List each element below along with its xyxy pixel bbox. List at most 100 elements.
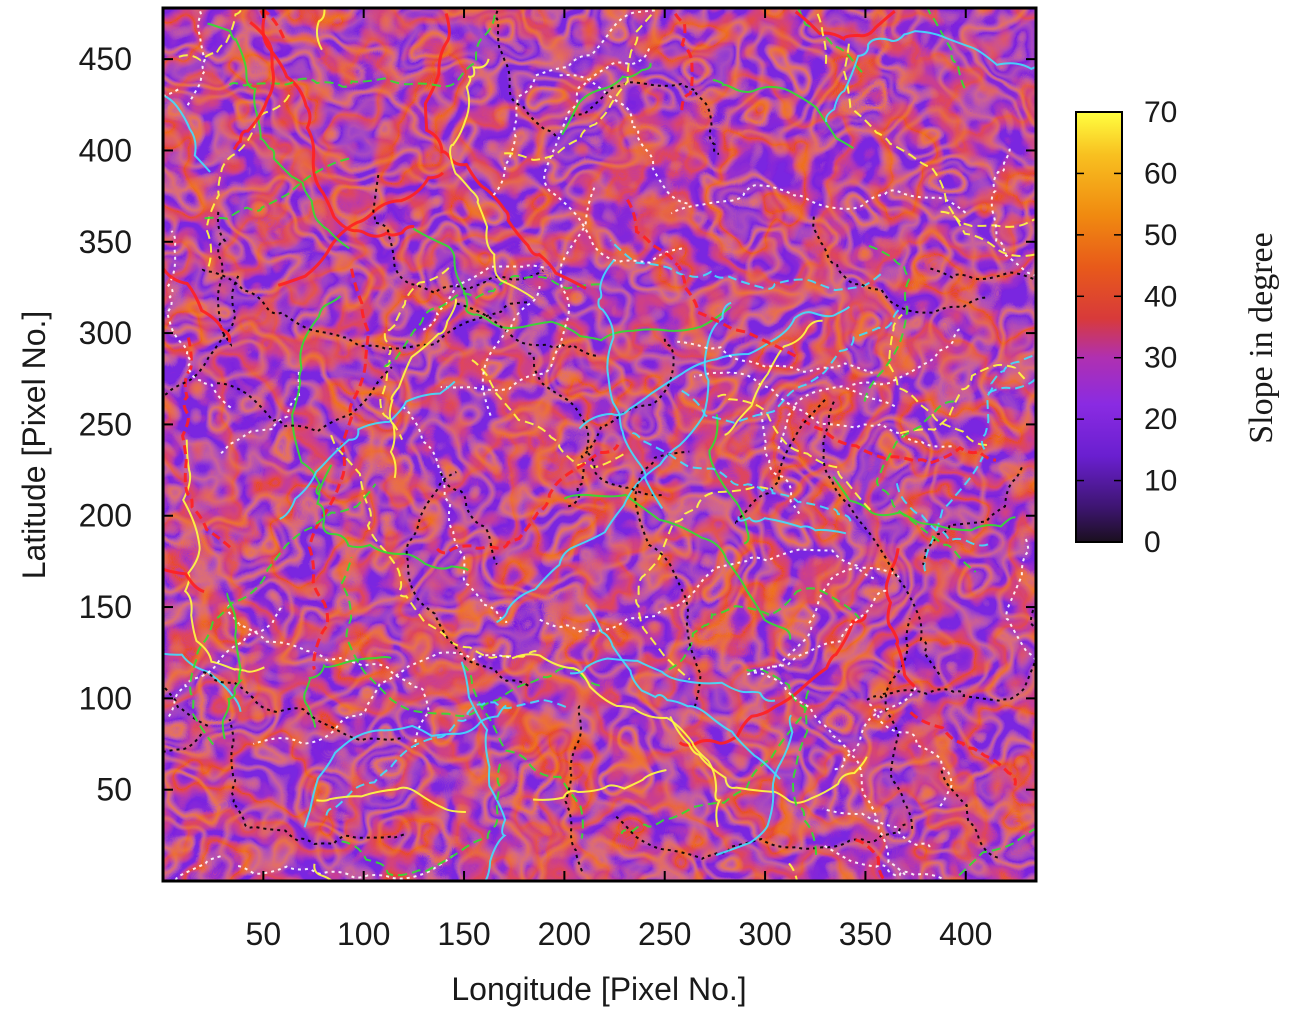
y-tick-label: 150 (79, 589, 132, 625)
contour-line (205, 93, 291, 267)
contour-line (822, 401, 941, 676)
contour-line (189, 483, 377, 746)
y-axis-label: Latitude [Pixel No.] (16, 311, 52, 580)
contour-line (330, 434, 537, 659)
contour-line (571, 81, 720, 155)
contour-line (681, 309, 900, 424)
contour-line (864, 609, 1036, 702)
contour-line (528, 352, 663, 497)
x-axis: 50 100 150 200 250 300 350 400 (246, 8, 992, 952)
y-axis: 50 100 150 200 250 300 350 400 450 (79, 41, 1036, 808)
contour-line (201, 268, 530, 350)
contour-line (843, 43, 1036, 258)
plot-frame (161, 6, 1038, 883)
contour-line (926, 8, 966, 89)
contour-line (402, 405, 508, 623)
colorbar-label: Slope in degree (1243, 232, 1280, 444)
contour-line (753, 589, 887, 673)
contour-line (895, 483, 991, 547)
contour-line (228, 719, 405, 846)
contour-line (670, 184, 967, 215)
contour-line (471, 359, 624, 469)
contour-line (724, 319, 823, 436)
contour-line (163, 94, 211, 173)
contour-line (227, 604, 430, 748)
y-tick-label: 350 (79, 224, 132, 260)
contour-line (511, 653, 722, 828)
contour-line (481, 284, 541, 416)
contour-line (460, 661, 507, 881)
contour-line (163, 266, 232, 343)
colorbar-tick-label: 20 (1144, 403, 1177, 436)
contour-line (821, 843, 942, 880)
contour-line (717, 393, 872, 511)
x-tick-label: 50 (246, 916, 282, 952)
colorbar-tick-label: 60 (1144, 157, 1177, 190)
contour-line (909, 711, 1017, 786)
heatmap-field (163, 8, 1036, 881)
contour-line (677, 340, 873, 374)
contour-line (261, 8, 415, 238)
contour-line (1005, 536, 1036, 723)
contour-line (615, 815, 910, 860)
contour-line (313, 863, 334, 881)
contour-line (852, 328, 962, 386)
contour-line (496, 301, 732, 624)
contour-line (609, 239, 882, 292)
contour-line (863, 243, 911, 402)
contour-line (217, 366, 393, 433)
colorbar-tick-label: 50 (1144, 219, 1177, 252)
contour-line (940, 770, 999, 859)
contour-line (182, 439, 265, 673)
contour-line (921, 466, 1023, 566)
contour-line (777, 385, 896, 450)
contour-line (237, 854, 454, 880)
contour-line (564, 705, 583, 872)
contour-line (888, 313, 987, 446)
y-tick-label: 400 (79, 132, 132, 168)
x-tick-label: 150 (437, 916, 490, 952)
contour-line (291, 295, 342, 496)
x-tick-label: 350 (839, 916, 892, 952)
contour-line (203, 671, 405, 742)
contour-line (316, 786, 466, 813)
x-axis-label: Longitude [Pixel No.] (451, 971, 746, 1007)
contour-line (163, 566, 205, 594)
y-tick-label: 300 (79, 315, 132, 351)
contour-line (449, 58, 535, 300)
contour-line (412, 227, 732, 342)
x-tick-label: 400 (939, 916, 992, 952)
contour-line (436, 444, 620, 555)
contour-line (163, 275, 240, 398)
contour-line (533, 769, 667, 801)
contour-line (383, 275, 600, 368)
contour-line (737, 516, 847, 535)
contour-line (868, 703, 953, 808)
colorbar: 0 10 20 30 40 50 60 70 Slope in degree (1075, 96, 1280, 559)
contour-line (746, 671, 906, 876)
colorbar-tick-label: 30 (1144, 342, 1177, 375)
contour-line (178, 8, 243, 62)
contour-line (669, 716, 868, 804)
colorbar-tick-label: 70 (1144, 96, 1177, 129)
x-tick-label: 250 (638, 916, 691, 952)
contour-line (316, 464, 469, 572)
contour-line (277, 171, 445, 287)
contour-line (631, 432, 852, 522)
contour-line (340, 556, 601, 717)
contour-line (832, 476, 1016, 532)
contour-line (987, 374, 1036, 394)
contour-line (307, 268, 371, 671)
contour-line (770, 566, 900, 668)
contour-line (440, 472, 498, 565)
colorbar-tick-label: 40 (1144, 280, 1177, 313)
contour-line (388, 298, 457, 479)
contour-line (825, 30, 1036, 123)
colorbar-gradient (1075, 111, 1123, 543)
contour-line (875, 400, 977, 573)
y-tick-label: 50 (96, 772, 132, 808)
contour-line (855, 838, 889, 881)
x-tick-label: 300 (738, 916, 791, 952)
contour-line (899, 363, 1028, 435)
contour-line (597, 259, 664, 510)
